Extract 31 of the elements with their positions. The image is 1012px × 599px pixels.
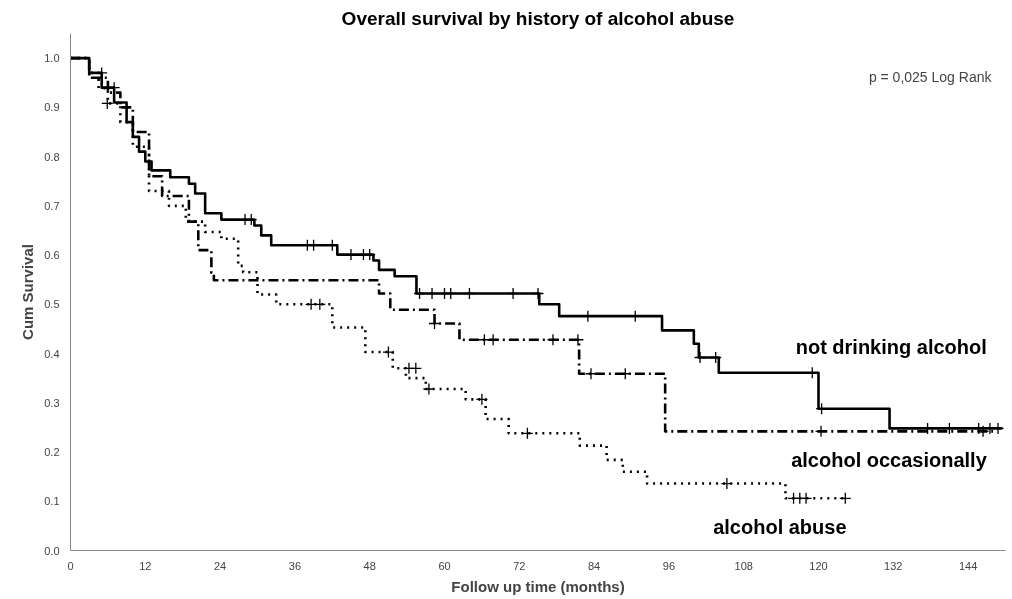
x-tick-label: 72 (513, 559, 526, 572)
x-tick-label: 132 (884, 559, 903, 572)
y-tick-label: 0.8 (44, 150, 60, 163)
y-tick-label: 0.2 (44, 446, 60, 459)
y-tick-label: 0.7 (44, 199, 60, 212)
x-tick-label: 24 (213, 559, 227, 572)
series-label: not drinking alcohol (795, 335, 987, 358)
x-tick-label: 120 (809, 559, 828, 572)
y-tick-label: 0.3 (44, 396, 60, 409)
x-tick-label: 36 (288, 559, 302, 572)
x-tick-label: 144 (958, 559, 978, 572)
x-tick-label: 84 (587, 559, 601, 572)
x-tick-label: 96 (662, 559, 676, 572)
x-tick-label: 108 (734, 559, 753, 572)
chart-title: Overall survival by history of alcohol abuse (341, 7, 735, 29)
y-tick-label: 0.5 (44, 298, 60, 311)
x-tick-label: 60 (438, 559, 451, 572)
y-axis-title: Cum Survival (19, 244, 37, 340)
series-label: alcohol occasionally (791, 448, 988, 471)
y-tick-label: 0.1 (44, 495, 60, 508)
x-tick-label: 0 (67, 559, 74, 572)
y-tick-label: 0.9 (44, 101, 60, 114)
x-tick-label: 12 (139, 559, 152, 572)
annotation: p = 0,025 Log Rank (868, 69, 993, 86)
y-tick-label: 0.0 (44, 544, 60, 557)
y-tick-label: 1.0 (44, 52, 60, 65)
x-axis-title: Follow up time (months) (451, 577, 625, 595)
x-tick-label: 48 (363, 559, 376, 572)
y-tick-label: 0.6 (44, 249, 60, 262)
series-label: alcohol abuse (713, 515, 847, 538)
y-tick-label: 0.4 (44, 347, 60, 360)
